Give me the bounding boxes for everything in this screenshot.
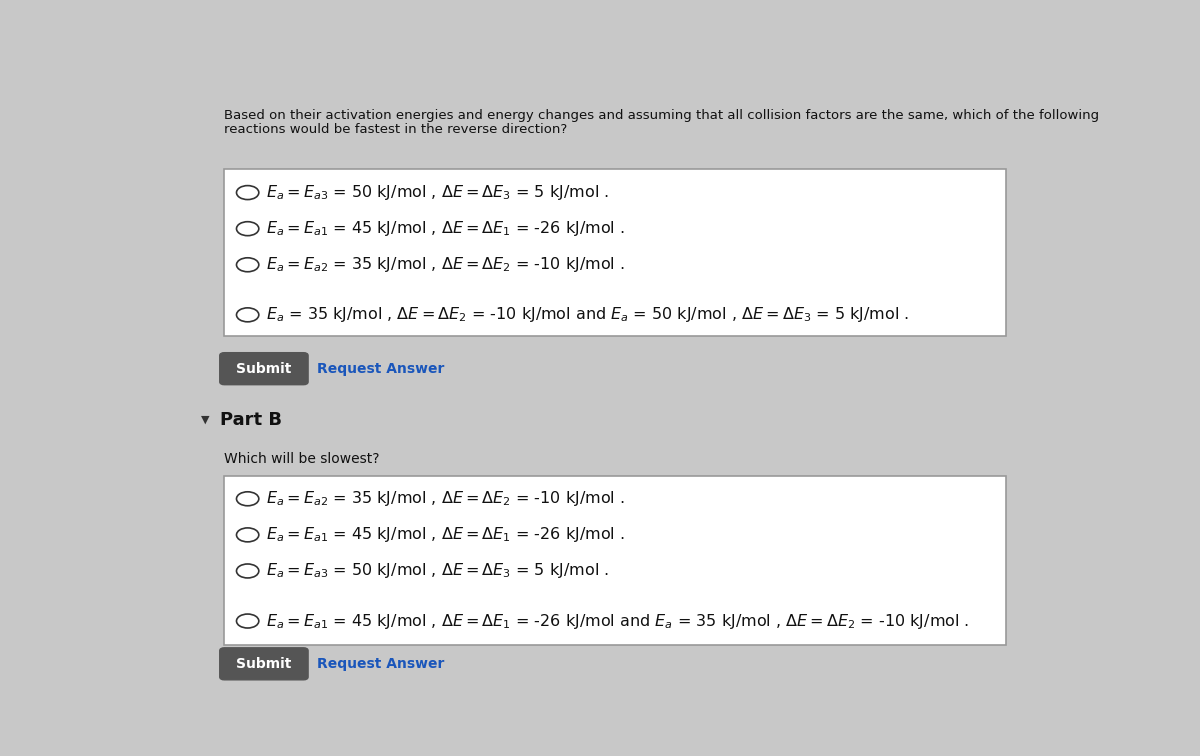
Text: Based on their activation energies and energy changes and assuming that all coll: Based on their activation energies and e… <box>224 110 1099 122</box>
Text: Submit: Submit <box>236 361 292 376</box>
Text: $E_a = E_{a1}$ = 45 kJ/mol , $\Delta E = \Delta E_1$ = -26 kJ/mol .: $E_a = E_{a1}$ = 45 kJ/mol , $\Delta E =… <box>266 525 625 544</box>
Text: Request Answer: Request Answer <box>317 361 445 376</box>
Text: Part B: Part B <box>220 411 282 429</box>
Text: $E_a = E_{a2}$ = 35 kJ/mol , $\Delta E = \Delta E_2$ = -10 kJ/mol .: $E_a = E_{a2}$ = 35 kJ/mol , $\Delta E =… <box>266 489 625 508</box>
Text: Which will be slowest?: Which will be slowest? <box>224 452 380 466</box>
Text: $E_a = E_{a1}$ = 45 kJ/mol , $\Delta E = \Delta E_1$ = -26 kJ/mol .: $E_a = E_{a1}$ = 45 kJ/mol , $\Delta E =… <box>266 219 625 238</box>
Text: $E_a = E_{a3}$ = 50 kJ/mol , $\Delta E = \Delta E_3$ = 5 kJ/mol .: $E_a = E_{a3}$ = 50 kJ/mol , $\Delta E =… <box>266 183 610 202</box>
Text: Submit: Submit <box>236 657 292 671</box>
Text: $E_a$ = 35 kJ/mol , $\Delta E = \Delta E_2$ = -10 kJ/mol and $E_a$ = 50 kJ/mol ,: $E_a$ = 35 kJ/mol , $\Delta E = \Delta E… <box>266 305 910 324</box>
Text: reactions would be fastest in the reverse direction?: reactions would be fastest in the revers… <box>224 122 568 136</box>
Text: $E_a = E_{a2}$ = 35 kJ/mol , $\Delta E = \Delta E_2$ = -10 kJ/mol .: $E_a = E_{a2}$ = 35 kJ/mol , $\Delta E =… <box>266 256 625 274</box>
FancyBboxPatch shape <box>220 648 308 680</box>
FancyBboxPatch shape <box>224 476 1006 645</box>
Text: $E_a = E_{a1}$ = 45 kJ/mol , $\Delta E = \Delta E_1$ = -26 kJ/mol and $E_a$ = 35: $E_a = E_{a1}$ = 45 kJ/mol , $\Delta E =… <box>266 612 970 631</box>
Text: Request Answer: Request Answer <box>317 657 445 671</box>
Text: ▼: ▼ <box>202 414 210 425</box>
Text: $E_a = E_{a3}$ = 50 kJ/mol , $\Delta E = \Delta E_3$ = 5 kJ/mol .: $E_a = E_{a3}$ = 50 kJ/mol , $\Delta E =… <box>266 562 610 581</box>
FancyBboxPatch shape <box>220 353 308 385</box>
FancyBboxPatch shape <box>224 169 1006 336</box>
